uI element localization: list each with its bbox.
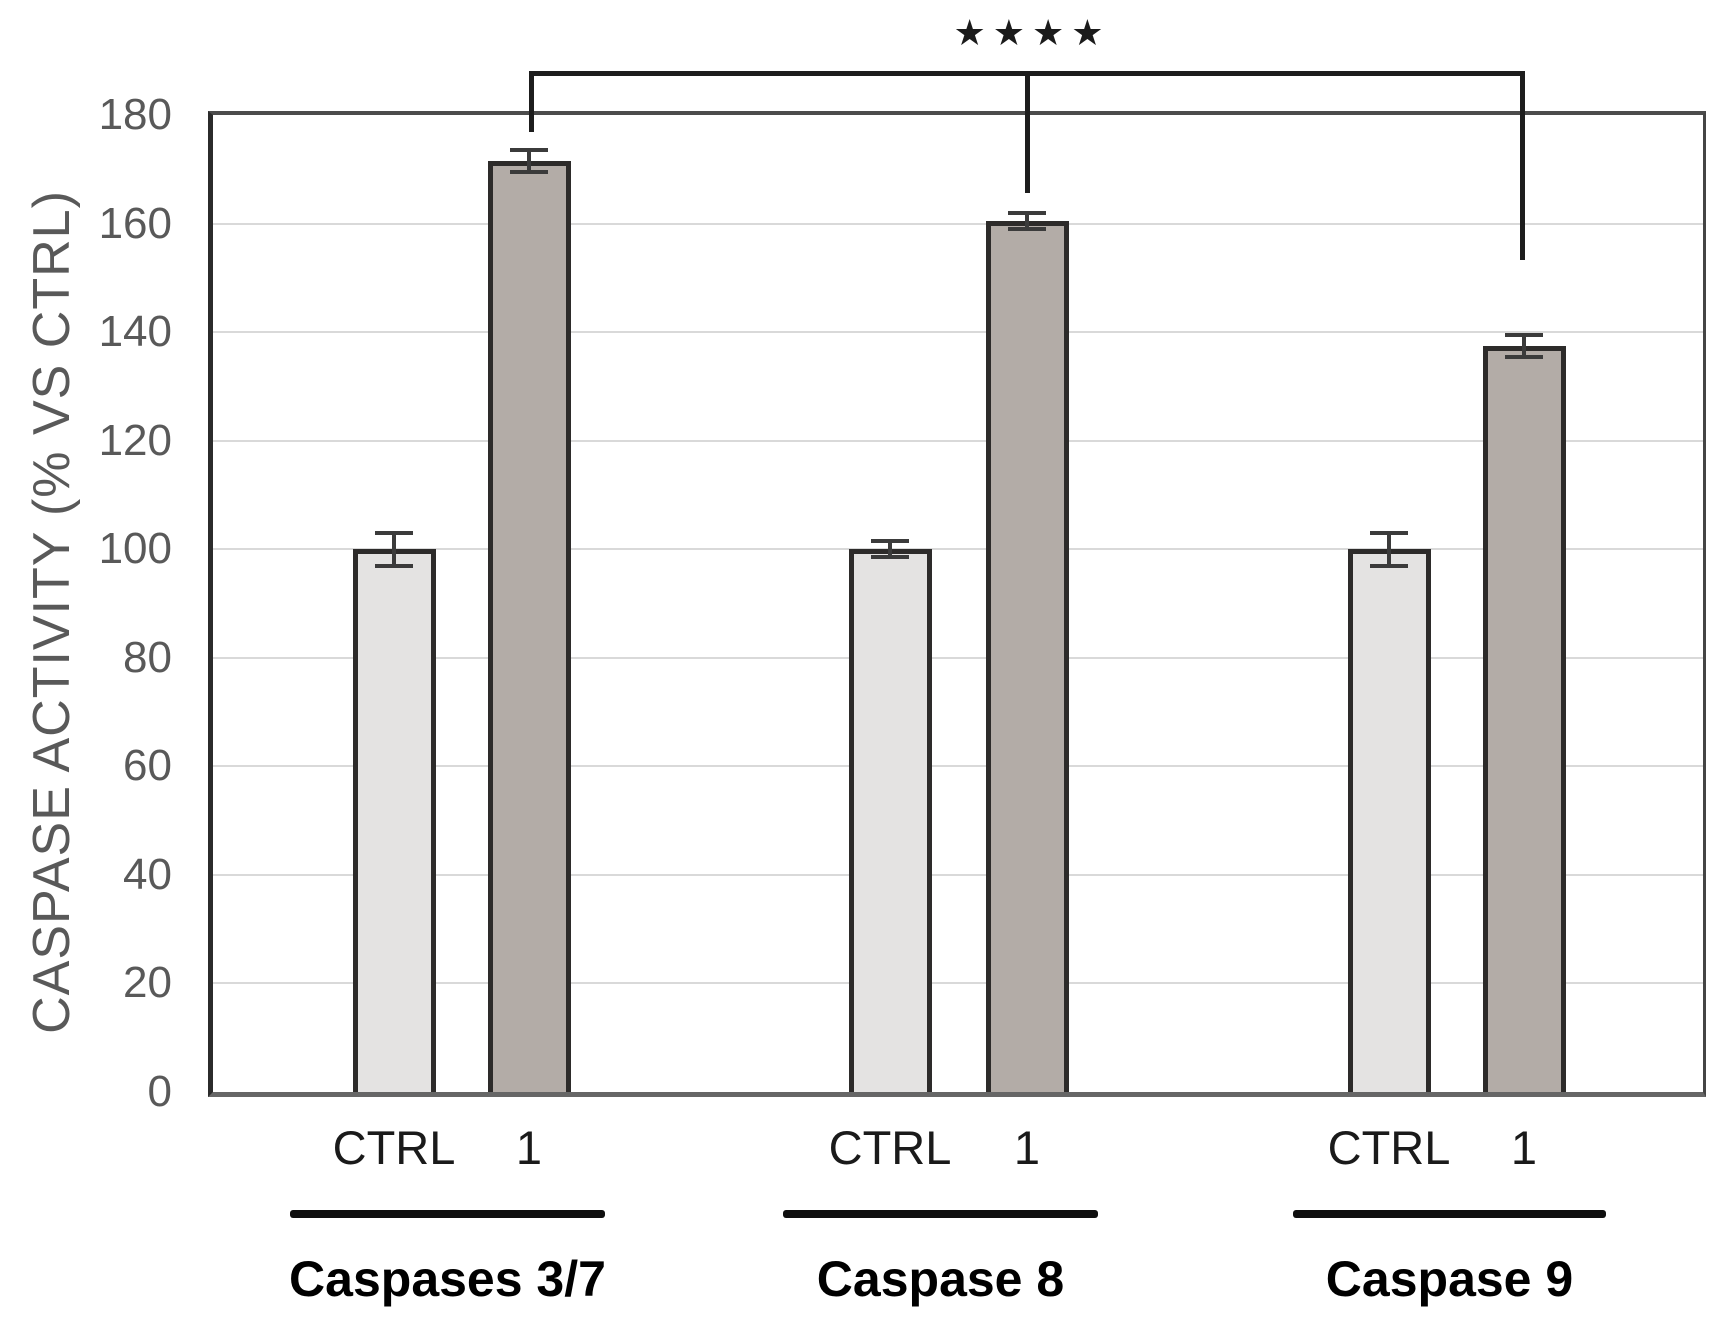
y-tick-label: 100 — [98, 524, 172, 574]
y-tick-label: 20 — [123, 958, 172, 1008]
error-bar-cap-top — [1008, 210, 1046, 215]
error-bar-stem — [1522, 334, 1526, 357]
bar-group3-compound-1 — [1482, 345, 1566, 1092]
x-label-1-group2: 1 — [1013, 1121, 1041, 1174]
plot-area — [208, 111, 1706, 1097]
group-label-2: Caspase 8 — [816, 1251, 1065, 1307]
group-label-1: Caspases 3/7 — [289, 1251, 606, 1307]
error-bar-stem — [1025, 212, 1029, 229]
bar-group1-ctrl — [352, 549, 436, 1092]
error-bar-stem — [1387, 532, 1391, 566]
y-tick-label: 40 — [123, 849, 172, 899]
error-bar-stem — [392, 532, 396, 566]
group-underline-1 — [290, 1210, 605, 1218]
x-label-1-group1: 1 — [515, 1121, 543, 1174]
bar-group1-compound-1 — [487, 161, 571, 1092]
x-label-ctrl-group3: CTRL — [1327, 1121, 1451, 1174]
significance-stars: ★★★★ — [953, 12, 1111, 53]
y-gridline — [213, 765, 1703, 768]
x-label-ctrl-group2: CTRL — [828, 1121, 952, 1174]
error-bar-cap-top — [375, 530, 413, 535]
error-bar-cap-bottom — [1008, 226, 1046, 231]
bar-group2-compound-1 — [985, 220, 1069, 1092]
y-tick-label: 60 — [123, 741, 172, 791]
y-tick-label: 180 — [98, 90, 172, 139]
error-bar-cap-top — [1505, 332, 1543, 337]
bar-group2-ctrl — [848, 549, 932, 1092]
error-bar-cap-top — [871, 539, 909, 544]
error-bar-cap-bottom — [1370, 563, 1408, 568]
group-underline-2 — [783, 1210, 1098, 1218]
group-underline-3 — [1293, 1210, 1606, 1218]
bracket-drop-2 — [1024, 73, 1030, 193]
bracket-drop-1 — [528, 73, 534, 132]
y-gridline — [213, 873, 1703, 876]
y-tick-label: 140 — [98, 307, 172, 357]
y-gridline — [213, 982, 1703, 985]
y-tick-label: 0 — [147, 1067, 172, 1116]
y-gridline — [213, 222, 1703, 225]
x-label-ctrl-group1: CTRL — [332, 1121, 456, 1174]
bar-group3-ctrl — [1347, 549, 1431, 1092]
x-label-1-group3: 1 — [1510, 1121, 1538, 1174]
y-tick-label: 160 — [98, 198, 172, 248]
error-bar-cap-top — [1370, 530, 1408, 535]
error-bar-cap-top — [510, 148, 548, 153]
group-label-3: Caspase 9 — [1325, 1251, 1574, 1307]
y-gridline — [213, 331, 1703, 334]
error-bar-cap-bottom — [375, 563, 413, 568]
y-tick-label: 80 — [123, 632, 172, 682]
y-gridline — [213, 656, 1703, 659]
y-tick-label: 120 — [98, 415, 172, 465]
error-bar-cap-bottom — [871, 555, 909, 560]
error-bar-stem — [888, 541, 892, 558]
error-bar-cap-bottom — [510, 169, 548, 174]
error-bar-cap-bottom — [1505, 354, 1543, 359]
error-bar-stem — [527, 150, 531, 172]
bracket-drop-3 — [1519, 73, 1525, 260]
y-gridline — [213, 439, 1703, 442]
y-gridline — [213, 548, 1703, 551]
